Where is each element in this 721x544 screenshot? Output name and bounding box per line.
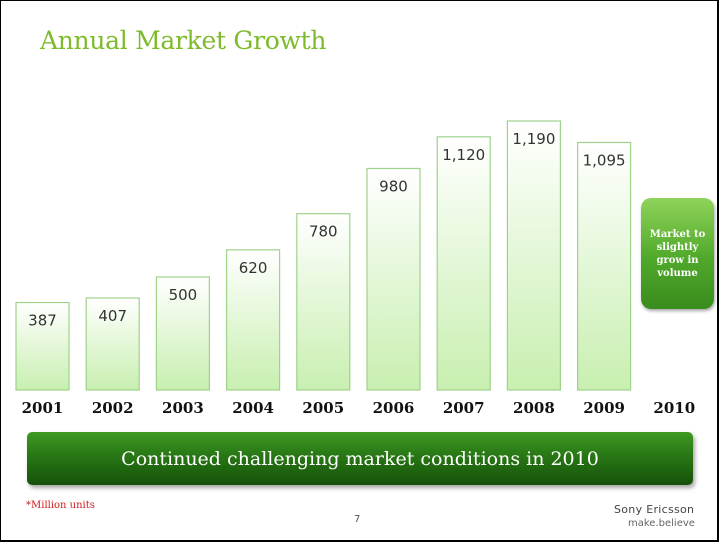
callout-box: Market to slightly grow in volume: [641, 198, 714, 309]
bar-value-2003: 500: [169, 286, 198, 304]
callout-text: Market to slightly grow in volume: [649, 228, 706, 279]
year-label-2006: 2006: [373, 399, 415, 417]
slide-title: Annual Market Growth: [40, 26, 327, 55]
year-label-2003: 2003: [162, 399, 204, 417]
unit-footnote: *Million units: [26, 500, 95, 511]
bar-2003: [155, 276, 210, 391]
year-label-2005: 2005: [302, 399, 344, 417]
bar-2004: [226, 249, 281, 391]
bar-value-2004: 620: [239, 259, 268, 277]
year-label-2002: 2002: [92, 399, 134, 417]
bar-2001: [15, 301, 70, 391]
bar-value-2006: 980: [379, 177, 408, 195]
bar-2009: [576, 141, 632, 391]
bar-2002: [85, 297, 140, 391]
year-label-2007: 2007: [443, 399, 485, 417]
bar-2007: [436, 136, 491, 391]
bar-value-2008: 1,190: [512, 130, 555, 148]
conclusion-banner: Continued challenging market conditions …: [27, 432, 693, 485]
year-label-2010: 2010: [653, 399, 695, 417]
brand-name: Sony Ericsson: [614, 503, 695, 516]
year-label-2001: 2001: [22, 399, 64, 417]
year-label-2008: 2008: [513, 399, 555, 417]
bar-chart: 387 2001 407 2002 500 2003 620 2004 780 2005 980 20…: [15, 120, 695, 417]
year-label-2009: 2009: [583, 399, 625, 417]
bar-2005: [296, 213, 351, 391]
bar-value-2002: 407: [98, 307, 127, 325]
bar-2006: [366, 167, 421, 391]
brand-tagline: make.believe: [628, 518, 695, 529]
year-label-2004: 2004: [232, 399, 274, 417]
bar-2008: [506, 120, 561, 391]
bar-value-2005: 780: [309, 223, 338, 241]
bar-value-2001: 387: [28, 312, 57, 330]
banner-text: Continued challenging market conditions …: [121, 447, 599, 470]
bar-value-2009: 1,095: [583, 151, 626, 169]
page-number: 7: [354, 514, 361, 525]
bar-value-2007: 1,120: [442, 146, 485, 164]
